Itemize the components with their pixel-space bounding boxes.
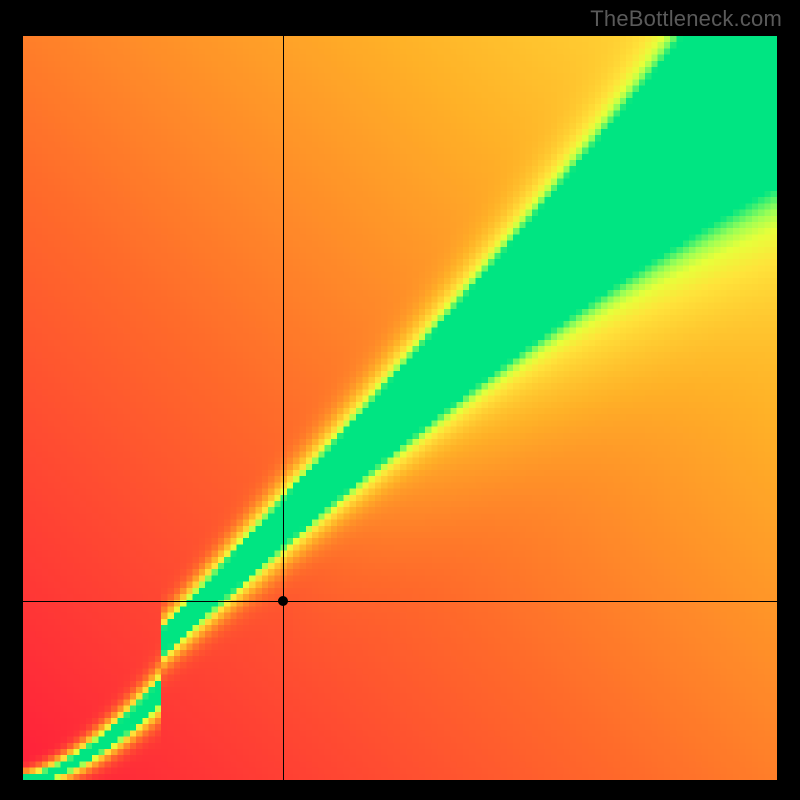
crosshair-horizontal — [23, 601, 777, 602]
crosshair-marker — [278, 596, 288, 606]
watermark-text: TheBottleneck.com — [590, 6, 782, 32]
crosshair-vertical — [283, 36, 284, 780]
bottleneck-heatmap — [23, 36, 777, 780]
